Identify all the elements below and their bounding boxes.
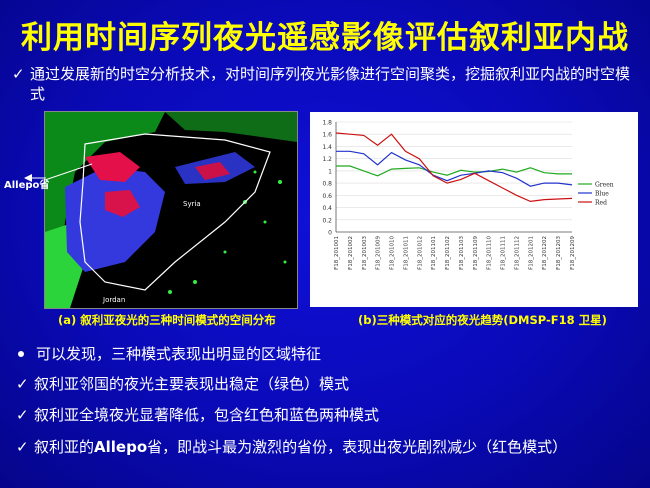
bullet-2-text: 叙利亚邻国的夜光主要表现出稳定（绿色）模式 — [34, 375, 350, 393]
check-icon: ✓ — [16, 406, 29, 424]
map-label-jordan: Jordan — [102, 296, 125, 304]
syria-night-light-map: Syria Jordan — [44, 111, 298, 309]
map-svg: Syria Jordan — [45, 112, 297, 308]
check-icon: ✓ — [16, 438, 29, 456]
y-tick-label: 0.4 — [322, 205, 332, 212]
green-region-north — [165, 112, 297, 142]
x-tick-label: F18_201010 — [390, 236, 396, 270]
bullet-3-text: 叙利亚全境夜光显著降低，包含红色和蓝色两种模式 — [34, 406, 380, 424]
x-tick-label: F18_201012 — [417, 236, 423, 270]
chart-caption: (b)三种模式对应的夜光趋势(DMSP-F18 卫星) — [358, 313, 607, 327]
trend-chart: 1.8 1.6 1.4 1.2 1 0.8 0.6 0.4 0.2 0 F18_201001 F18_… — [310, 112, 638, 307]
legend-label: Blue — [595, 191, 609, 198]
legend-label: Red — [595, 200, 607, 207]
y-tick-label: 0 — [328, 230, 332, 237]
bullet-4-bold: Allepo — [94, 438, 148, 456]
bullet-2: ✓ 叙利亚邻国的夜光主要表现出稳定（绿色）模式 — [16, 374, 349, 394]
bullet-3: ✓ 叙利亚全境夜光显著降低，包含红色和蓝色两种模式 — [16, 405, 379, 425]
syria-border — [79, 133, 271, 291]
y-tick-label: 1.8 — [322, 120, 332, 127]
y-tick-label: 1.4 — [322, 144, 332, 151]
map-label-syria: Syria — [183, 200, 201, 208]
red-region-central — [105, 190, 140, 217]
bullet-1: 可以发现，三种模式表现出明显的区域特征 — [16, 344, 321, 364]
x-tick-label: F18_201103 — [459, 236, 465, 270]
green-region-west — [45, 112, 165, 308]
intro-text: ✓ 通过发展新的时空分析技术，对时间序列夜光影像进行空间聚类，挖掘叙利亚内战的时空… — [12, 64, 642, 104]
x-tick-label: F18_201009 — [376, 236, 382, 270]
bullet-4: ✓ 叙利亚的Allepo省，即战斗最为激烈的省份，表现出夜光剧烈减少（红色模式） — [16, 437, 567, 457]
slide-title: 利用时间序列夜光遥感影像评估叙利亚内战 — [21, 20, 629, 56]
bullet-dot-icon — [18, 350, 24, 357]
bullet-4-post: 省，即战斗最为激烈的省份，表现出夜光剧烈减少（红色模式） — [147, 438, 568, 456]
y-tick-label: 1.2 — [322, 156, 332, 163]
y-tick-label: 1 — [328, 168, 332, 175]
bullet-4-pre: 叙利亚的 — [34, 438, 95, 456]
bullet-1-text: 可以发现，三种模式表现出明显的区域特征 — [36, 345, 322, 363]
x-tick-label: F18_201112 — [514, 236, 520, 270]
y-tick-label: 0.6 — [322, 193, 332, 200]
x-tick-label: F18_201201 — [528, 236, 534, 270]
blue-region — [65, 167, 165, 272]
x-tick-label: F18_201110 — [487, 236, 493, 270]
intro-body: 通过发展新的时空分析技术，对时间序列夜光影像进行空间聚类，挖掘叙利亚内战的时空模… — [30, 65, 631, 103]
x-tick-label: F18_201209 — [570, 236, 576, 270]
legend-label: Green — [595, 182, 614, 189]
green-speckles — [168, 170, 287, 294]
x-tick-label: F18_201101 — [431, 236, 437, 270]
series-line-red — [335, 132, 573, 203]
map-caption: (a) 叙利亚夜光的三种时间模式的空间分布 — [58, 313, 276, 327]
x-tick-label: F18_201102 — [445, 236, 451, 270]
series-line-blue — [336, 150, 573, 187]
map-callout-allepo: Allepo省 — [4, 180, 50, 191]
x-tick-label: F18_201203 — [556, 236, 562, 270]
y-tick-label: 0.8 — [322, 181, 332, 188]
check-icon: ✓ — [16, 375, 29, 393]
x-tick-label: F18_201003 — [362, 236, 368, 270]
x-tick-label: F18_201001 — [334, 236, 340, 270]
y-tick-label: 0.2 — [322, 217, 332, 224]
x-tick-label: F18_201011 — [403, 236, 409, 270]
x-tick-label: F18_201109 — [473, 236, 479, 270]
y-tick-label: 1.6 — [322, 132, 332, 139]
red-region-aleppo — [85, 152, 140, 182]
x-tick-label: F18_201111 — [501, 236, 507, 270]
check-icon: ✓ — [12, 65, 25, 83]
series-line-green — [336, 165, 572, 177]
red-region-east — [195, 162, 230, 180]
x-tick-label: F18_201002 — [348, 236, 354, 270]
x-tick-label: F18_201202 — [542, 236, 548, 270]
